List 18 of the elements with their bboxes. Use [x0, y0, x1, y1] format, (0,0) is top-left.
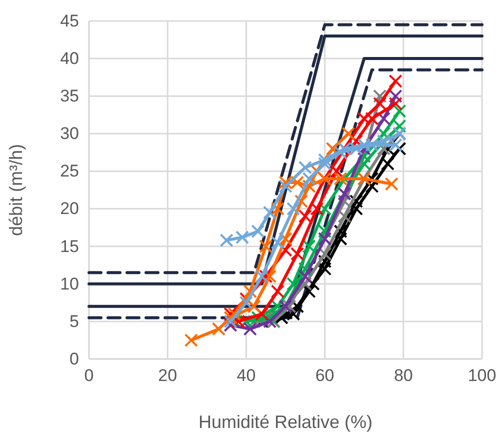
x-tick-label: 100 [468, 366, 496, 386]
x-tick-label: 80 [394, 366, 413, 386]
y-tick-label: 5 [70, 312, 79, 331]
x-tick-label: 20 [158, 366, 178, 386]
y-tick-label: 30 [60, 124, 79, 144]
y-tick-label: 20 [60, 199, 79, 218]
y-axis-title: débit (m³/h) [6, 144, 26, 236]
y-tick-label: 40 [60, 48, 79, 68]
y-tick-label: 15 [60, 236, 79, 256]
y-tick-label: 45 [60, 11, 79, 30]
y-tick-label: 10 [60, 274, 79, 294]
x-tick-label: 40 [236, 366, 256, 386]
x-tick-label: 0 [84, 366, 94, 386]
x-tick-label: 60 [315, 366, 334, 386]
y-tick-label: 35 [60, 86, 79, 106]
x-axis-title: Humidité Relative (%) [198, 412, 373, 432]
y-tick-label: 0 [70, 349, 79, 368]
y-tick-label: 25 [60, 162, 79, 181]
